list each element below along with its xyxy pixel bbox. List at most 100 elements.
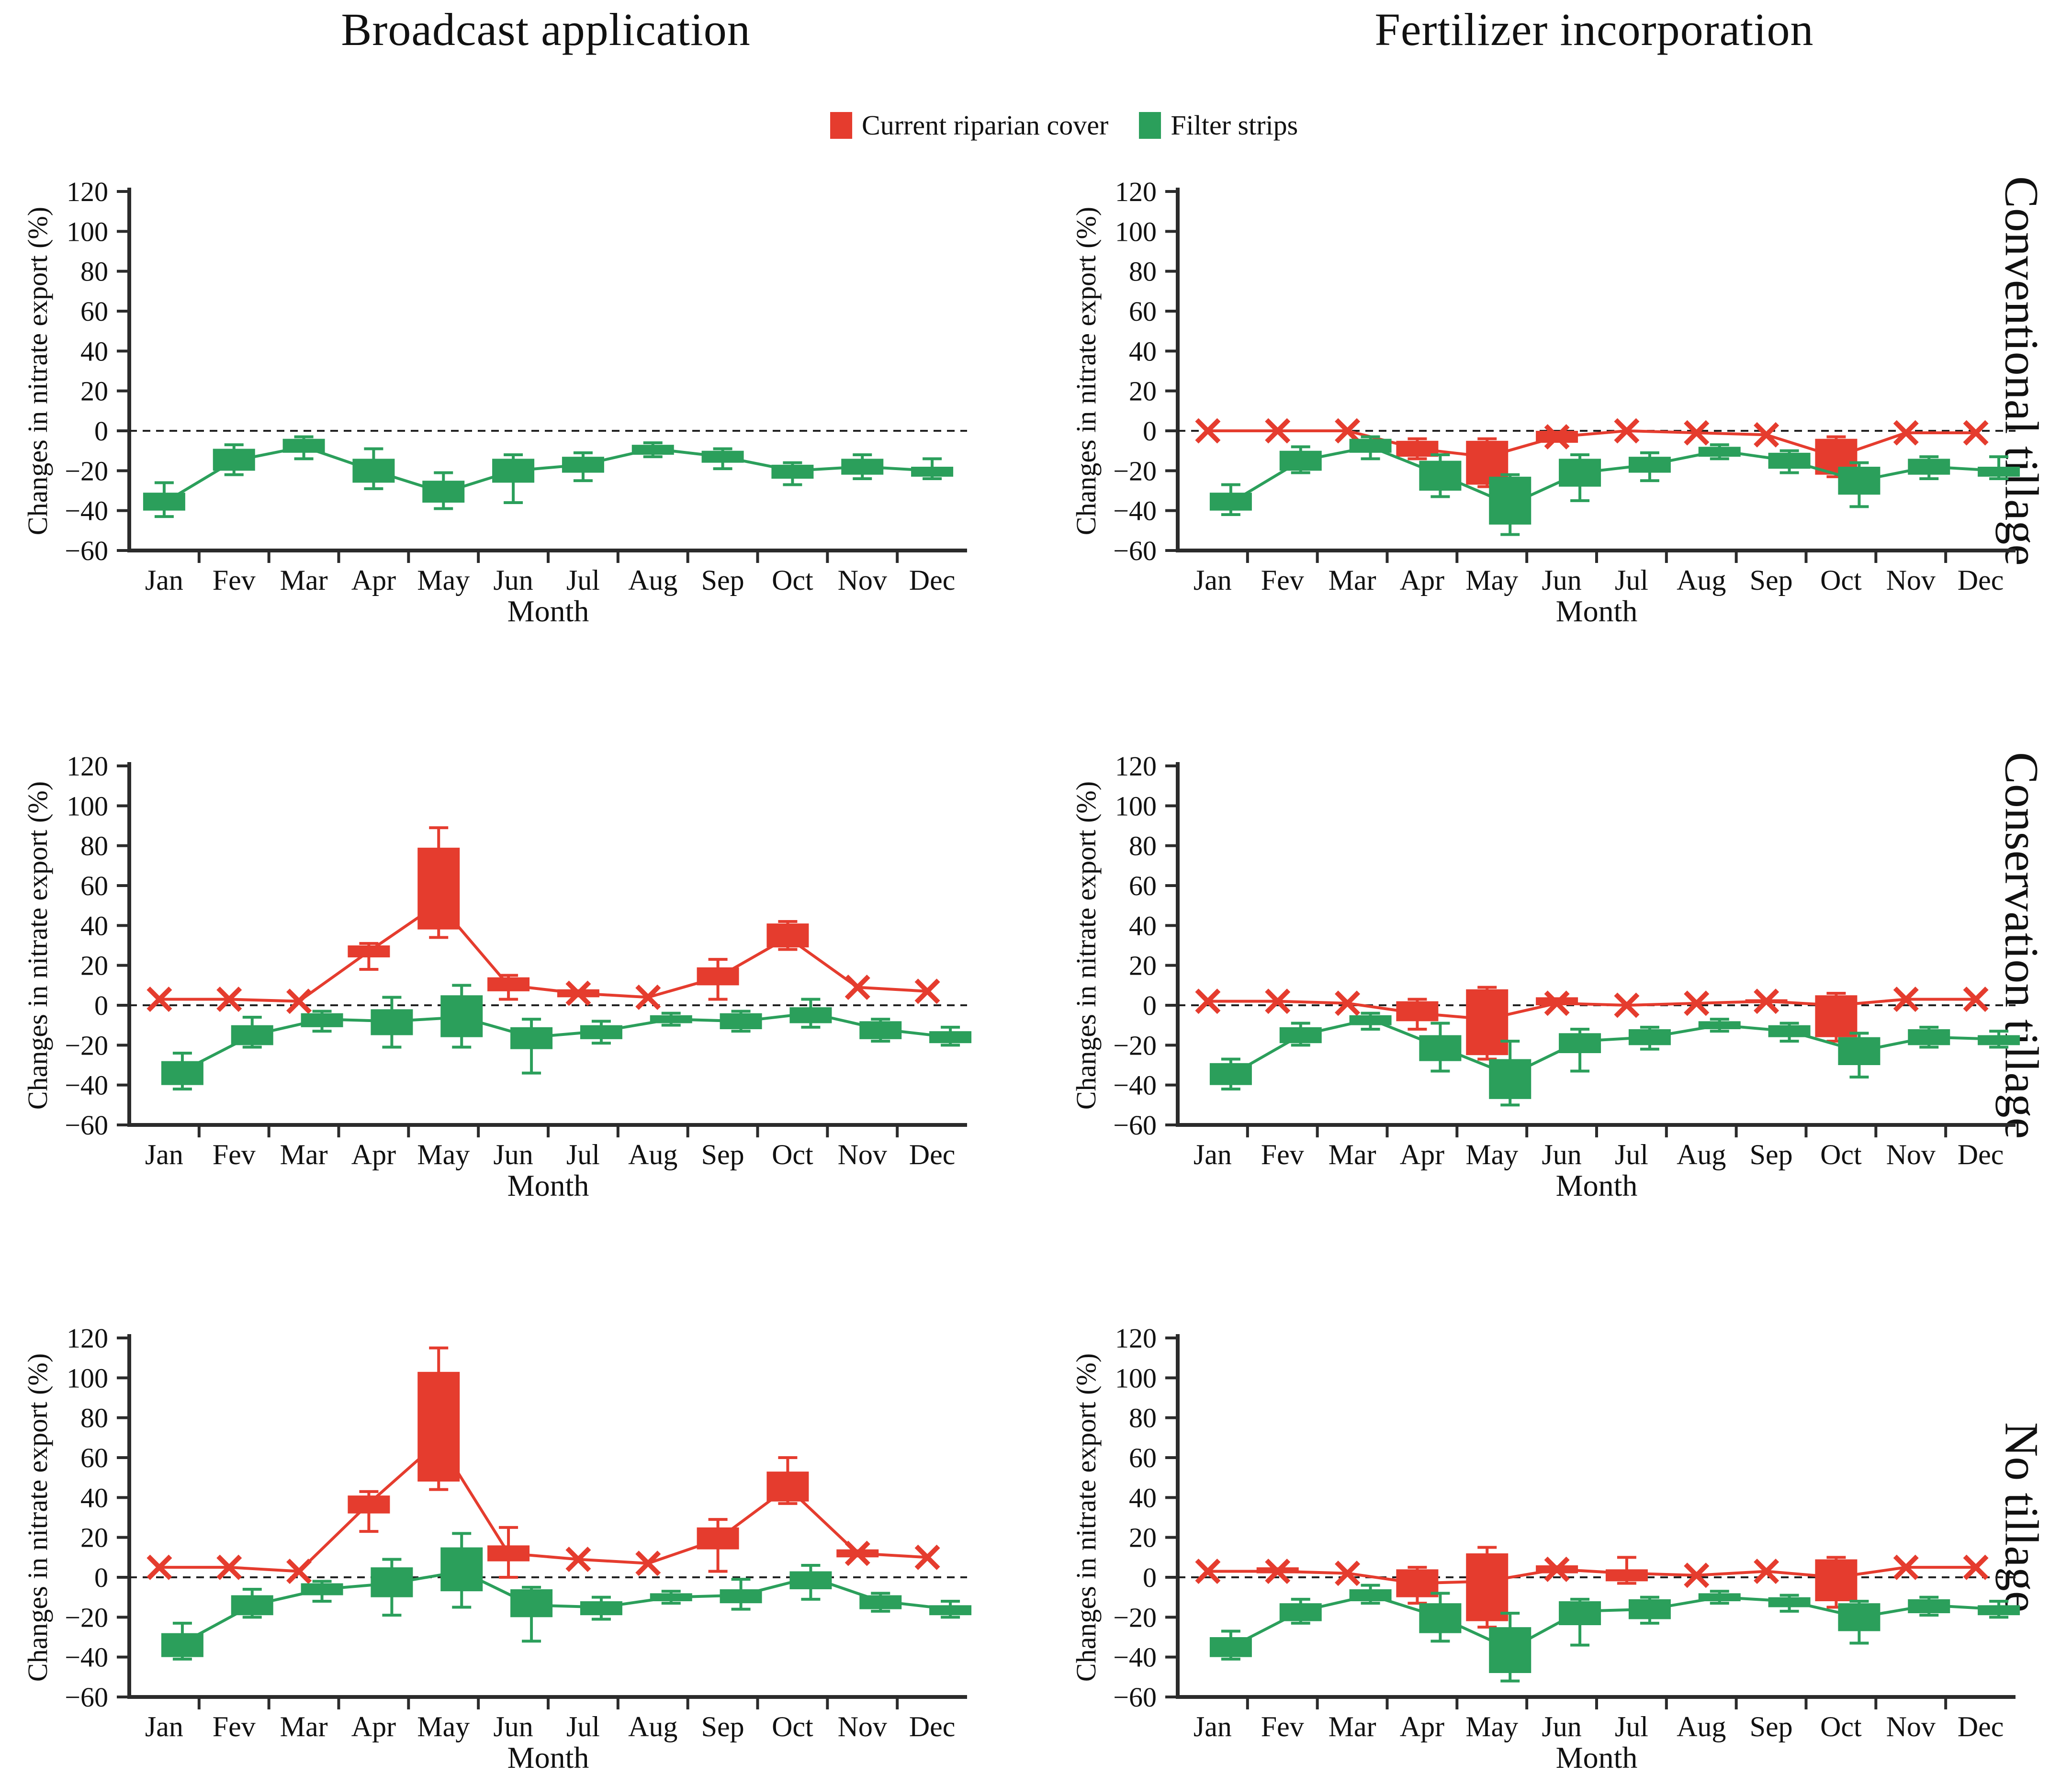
svg-text:80: 80 [1129,831,1157,862]
svg-text:20: 20 [80,376,108,407]
svg-text:Jan: Jan [145,1711,183,1742]
svg-text:−60: −60 [65,1110,108,1141]
svg-text:Sep: Sep [1750,1711,1793,1742]
svg-text:Changes in nitrate export (%): Changes in nitrate export (%) [1070,781,1102,1110]
svg-text:−40: −40 [1113,495,1157,527]
svg-text:−60: −60 [1113,535,1157,566]
svg-text:20: 20 [1129,950,1157,981]
svg-text:Jan: Jan [1194,1139,1232,1170]
subplot-notillage-broadcast: 120 100 80 60 40 20 0 −20 −40 −60 Jan Fev Mar Apr May J… [19,1324,977,1774]
svg-text:Changes in nitrate export (%): Changes in nitrate export (%) [1070,207,1102,535]
legend-label-filter-strips: Filter strips [1171,110,1298,141]
svg-text:Fev: Fev [213,1711,256,1742]
svg-text:100: 100 [1115,216,1157,247]
svg-text:Fev: Fev [213,564,256,596]
subplot-conventional-incorporation-canvas: 120 100 80 60 40 20 0 −20 −40 −60 Jan Fev Mar Apr May J… [1070,177,2020,627]
legend: Current riparian cover Filter strips [830,109,1298,141]
svg-text:Jan: Jan [1194,1711,1232,1742]
svg-text:Dec: Dec [909,1139,956,1170]
svg-text:120: 120 [1115,752,1157,782]
svg-text:Apr: Apr [1400,564,1444,596]
svg-text:Changes in nitrate export (%): Changes in nitrate export (%) [22,1353,53,1682]
svg-text:Jun: Jun [1542,1139,1581,1170]
column-title-incorporation: Fertilizer incorporation [1374,4,1814,55]
svg-text:−60: −60 [1113,1110,1157,1141]
svg-text:Jul: Jul [566,564,600,596]
row-label-conservation-tillage: Conservation tillage [1995,752,2049,1139]
svg-text:May: May [417,564,470,596]
svg-text:Mar: Mar [280,1711,328,1742]
svg-text:Nov: Nov [1886,1139,1936,1170]
svg-text:Aug: Aug [628,1139,677,1170]
svg-text:Jun: Jun [1542,1711,1581,1742]
legend-label-riparian: Current riparian cover [862,110,1109,141]
svg-text:Sep: Sep [1750,1139,1793,1170]
svg-text:Sep: Sep [701,1139,744,1170]
svg-text:Month: Month [507,594,589,627]
svg-text:Mar: Mar [1329,564,1376,596]
svg-text:Fev: Fev [1261,564,1304,596]
svg-text:Fev: Fev [213,1139,256,1170]
svg-text:Aug: Aug [628,564,677,596]
svg-text:120: 120 [1115,1324,1157,1354]
svg-text:40: 40 [80,1482,108,1513]
svg-text:Apr: Apr [351,1139,396,1170]
svg-text:120: 120 [67,752,108,782]
svg-text:100: 100 [67,1362,108,1393]
subplot-conservation-broadcast: 120 100 80 60 40 20 0 −20 −40 −60 Jan Fev Mar Apr May J… [19,752,977,1202]
svg-text:40: 40 [1129,910,1157,941]
svg-text:40: 40 [1129,336,1157,367]
svg-text:Sep: Sep [701,564,744,596]
svg-text:May: May [417,1139,470,1170]
legend-item-filter-strips: Filter strips [1139,109,1298,141]
svg-text:Changes in nitrate export (%): Changes in nitrate export (%) [22,781,53,1110]
svg-text:Month: Month [1556,594,1638,627]
svg-text:−40: −40 [65,495,108,527]
svg-text:Jul: Jul [566,1711,600,1742]
svg-text:−20: −20 [65,1602,108,1633]
svg-text:May: May [417,1711,470,1742]
svg-text:Oct: Oct [1820,1711,1862,1742]
svg-text:0: 0 [1143,416,1157,447]
svg-text:−20: −20 [1113,1030,1157,1061]
svg-text:Jun: Jun [493,564,533,596]
svg-text:−20: −20 [1113,455,1157,486]
subplot-conventional-broadcast-canvas: 120 100 80 60 40 20 0 −20 −40 −60 Jan Fev Mar Apr May J… [22,177,967,627]
svg-text:60: 60 [1129,1442,1157,1473]
svg-text:Month: Month [507,1168,589,1202]
svg-text:Jul: Jul [1615,564,1648,596]
svg-text:−20: −20 [65,455,108,486]
svg-text:−40: −40 [1113,1642,1157,1673]
svg-text:Changes in nitrate export (%): Changes in nitrate export (%) [1070,1353,1102,1682]
svg-text:Fev: Fev [1261,1139,1304,1170]
row-label-no-tillage: No tillage [1995,1422,2049,1613]
svg-text:Jan: Jan [145,1139,183,1170]
svg-text:100: 100 [1115,1362,1157,1393]
svg-text:Changes in nitrate export (%): Changes in nitrate export (%) [22,207,53,535]
svg-text:Nov: Nov [838,1711,887,1742]
subplot-conservation-incorporation-canvas: 120 100 80 60 40 20 0 −20 −40 −60 Jan Fev Mar Apr May J… [1070,752,2020,1202]
svg-text:Mar: Mar [280,1139,328,1170]
svg-text:60: 60 [1129,296,1157,327]
svg-text:May: May [1465,1139,1518,1170]
svg-text:Dec: Dec [1958,1711,2004,1742]
svg-text:Apr: Apr [351,1711,396,1742]
svg-text:−60: −60 [65,535,108,566]
svg-text:80: 80 [80,1403,108,1434]
svg-text:Jan: Jan [145,564,183,596]
riparian-swatch-icon [830,112,853,139]
subplot-notillage-broadcast-canvas: 120 100 80 60 40 20 0 −20 −40 −60 Jan Fev Mar Apr May J… [22,1324,972,1774]
svg-text:20: 20 [80,950,108,981]
subplot-conservation-broadcast-canvas: 120 100 80 60 40 20 0 −20 −40 −60 Jan Fev Mar Apr May J… [22,752,972,1202]
svg-text:20: 20 [80,1522,108,1553]
svg-text:Nov: Nov [1886,1711,1936,1742]
svg-text:40: 40 [80,336,108,367]
svg-text:−20: −20 [1113,1602,1157,1633]
subplot-conventional-incorporation: 120 100 80 60 40 20 0 −20 −40 −60 Jan Fev Mar Apr May J… [1068,177,2025,627]
svg-text:80: 80 [80,831,108,862]
svg-text:80: 80 [1129,256,1157,287]
svg-text:Aug: Aug [1677,564,1726,596]
svg-text:Jul: Jul [566,1139,600,1170]
svg-text:−40: −40 [65,1642,108,1673]
